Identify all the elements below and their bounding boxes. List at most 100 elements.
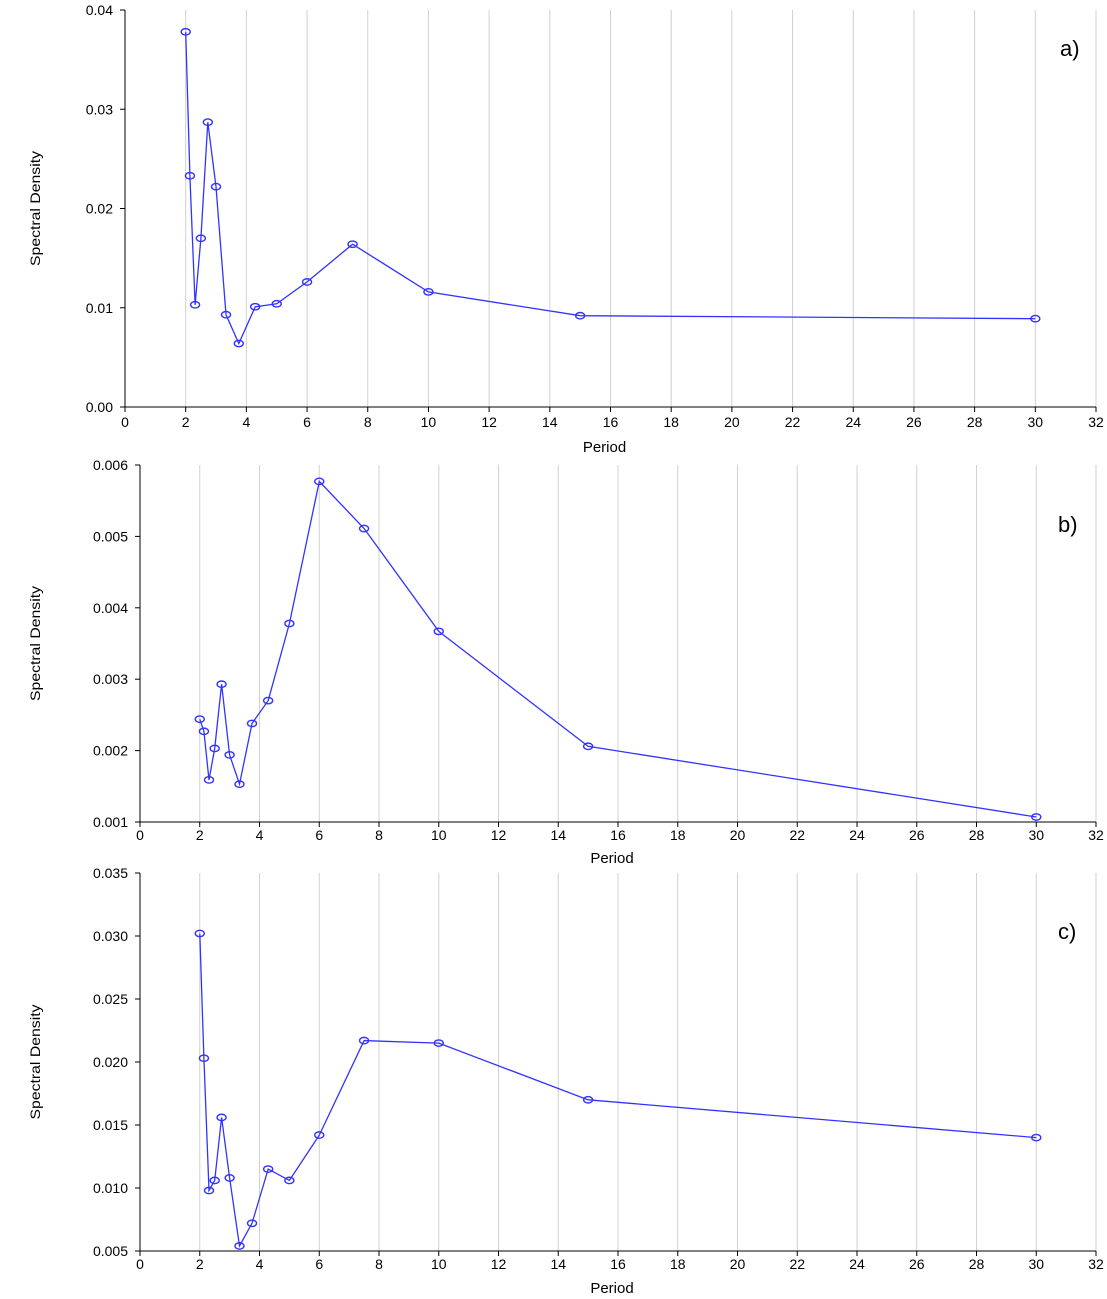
data-point (423, 287, 434, 296)
x-tick-label: 10 (431, 827, 447, 843)
data-point (582, 742, 594, 751)
x-tick-label: 18 (670, 1256, 686, 1272)
panel-label: c) (1058, 919, 1076, 944)
y-tick-label: 0.005 (93, 528, 128, 544)
x-tick-label: 24 (849, 827, 865, 843)
x-tick-label: 4 (242, 414, 250, 430)
x-tick-label: 32 (1088, 827, 1104, 843)
series-line (199, 480, 1037, 818)
x-tick-label: 14 (550, 1256, 566, 1272)
x-tick-label: 20 (730, 827, 746, 843)
data-point (216, 1113, 227, 1122)
x-tick-label: 16 (610, 1256, 626, 1272)
data-point (262, 1165, 274, 1174)
x-tick-label: 22 (789, 1256, 805, 1272)
data-point (216, 680, 227, 689)
y-tick-label: 0.004 (93, 600, 128, 616)
data-point (433, 1039, 444, 1048)
y-tick-label: 0.02 (86, 201, 113, 217)
y-tick-label: 0.035 (93, 865, 128, 881)
y-tick-label: 0.020 (93, 1054, 128, 1070)
x-tick-label: 18 (670, 827, 686, 843)
panel-label: b) (1058, 512, 1078, 537)
x-axis-title: Period (583, 439, 626, 456)
data-point (224, 1174, 235, 1182)
x-tick-label: 16 (610, 827, 626, 843)
x-tick-label: 2 (182, 414, 190, 430)
data-point (189, 300, 201, 309)
data-point (180, 27, 191, 36)
x-tick-label: 10 (431, 1256, 447, 1272)
series-line (185, 31, 1036, 346)
panel-c: 0 2 4 6 8 10 12 14 16 18 20 22 24 26 28 30 320.0050.0100… (27, 865, 1104, 1297)
data-point (249, 302, 261, 311)
x-tick-label: 8 (364, 414, 372, 430)
x-tick-label: 26 (906, 414, 922, 430)
data-point (198, 727, 210, 736)
data-point (347, 240, 358, 249)
data-point (224, 750, 235, 759)
data-point (314, 477, 325, 486)
x-tick-label: 0 (136, 827, 144, 843)
y-tick-label: 0.003 (93, 671, 128, 687)
x-tick-label: 32 (1088, 414, 1104, 430)
data-point (271, 299, 282, 308)
x-tick-label: 12 (491, 827, 507, 843)
data-point (203, 1186, 215, 1195)
y-tick-label: 0.03 (86, 101, 113, 117)
panel-b: 0 2 4 6 8 10 12 14 16 18 20 22 24 26 28 30 320.0010.0020… (27, 457, 1104, 867)
data-point (184, 171, 196, 180)
x-tick-label: 28 (969, 1256, 985, 1272)
x-tick-label: 22 (789, 827, 805, 843)
data-point (220, 310, 232, 319)
data-point (194, 715, 205, 724)
data-point (582, 1095, 594, 1104)
x-tick-label: 0 (121, 414, 129, 430)
y-tick-label: 0.01 (86, 300, 113, 316)
x-tick-label: 2 (196, 1256, 204, 1272)
data-point (246, 719, 258, 728)
y-tick-label: 0.04 (86, 2, 113, 18)
x-tick-label: 22 (785, 414, 801, 430)
panel-label: a) (1060, 36, 1080, 61)
y-tick-label: 0.006 (93, 457, 128, 473)
data-point (301, 278, 313, 286)
data-point (284, 1176, 295, 1185)
x-tick-label: 8 (375, 1256, 383, 1272)
data-point (210, 182, 222, 191)
y-tick-label: 0.002 (93, 743, 128, 759)
y-axis-title: Spectral Density (27, 1005, 43, 1120)
data-point (1030, 314, 1041, 323)
data-point (1031, 813, 1042, 821)
data-point (234, 1242, 245, 1250)
x-tick-label: 8 (375, 827, 383, 843)
x-tick-label: 14 (550, 827, 566, 843)
x-tick-label: 32 (1088, 1256, 1104, 1272)
x-tick-label: 6 (303, 414, 311, 430)
x-tick-label: 18 (663, 414, 679, 430)
x-tick-label: 24 (849, 1256, 865, 1272)
x-tick-label: 6 (315, 1256, 323, 1272)
x-tick-label: 6 (315, 827, 323, 843)
y-tick-label: 0.005 (93, 1243, 128, 1259)
data-point (203, 775, 215, 784)
x-tick-label: 20 (724, 414, 740, 430)
x-tick-label: 30 (1028, 414, 1044, 430)
data-point (209, 1176, 220, 1185)
data-point (194, 929, 205, 938)
data-point (233, 339, 244, 348)
data-point (198, 1054, 210, 1063)
x-tick-label: 4 (256, 827, 264, 843)
x-tick-label: 10 (421, 414, 437, 430)
data-point (574, 311, 586, 320)
y-tick-label: 0.001 (93, 814, 128, 830)
data-point (234, 780, 245, 789)
x-tick-label: 26 (909, 1256, 925, 1272)
data-point (209, 744, 220, 753)
y-tick-label: 0.030 (93, 928, 128, 944)
data-point (358, 524, 370, 533)
data-point (358, 1036, 370, 1045)
x-tick-label: 12 (491, 1256, 507, 1272)
data-point (314, 1131, 325, 1139)
data-point (433, 627, 444, 636)
